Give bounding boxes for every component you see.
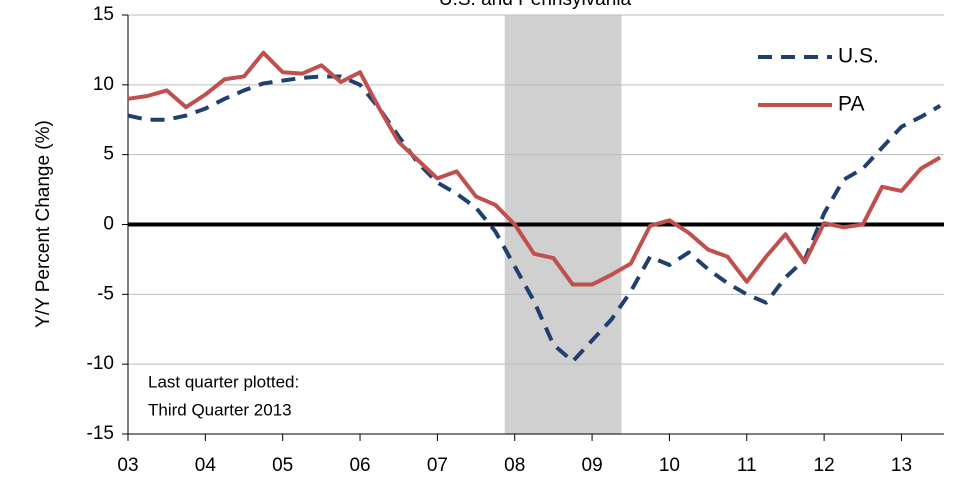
y-tick-label: -15 [87,423,114,444]
x-tick-label: 12 [814,455,835,476]
x-tick-label: 06 [349,455,370,476]
y-axis-label: Y/Y Percent Change (%) [33,120,54,328]
legend-label: PA [838,93,864,116]
y-tick-label: 0 [103,214,114,235]
y-tick-label: -10 [87,353,114,374]
x-tick-label: 11 [737,455,757,476]
y-tick-label: 5 [103,144,114,165]
x-tick-label: 07 [427,455,448,476]
chart-title: U.S. and Pennsylvania [439,0,632,10]
legend-label: U.S. [838,45,879,68]
x-tick-label: 13 [891,455,912,476]
y-tick-label: 15 [93,4,114,25]
annotation: Last quarter plotted: [148,372,299,391]
x-tick-label: 05 [272,455,293,476]
line-series [127,50,942,287]
x-tick-label: 09 [582,455,603,476]
annotation: Third Quarter 2013 [148,400,292,419]
x-tick-label: 03 [117,455,138,476]
y-tick-label: 10 [93,74,114,95]
y-tick-label: -5 [97,283,114,304]
x-tick-label: 08 [504,455,525,476]
x-tick-label: 10 [659,455,680,476]
x-tick-label: 04 [195,455,217,476]
